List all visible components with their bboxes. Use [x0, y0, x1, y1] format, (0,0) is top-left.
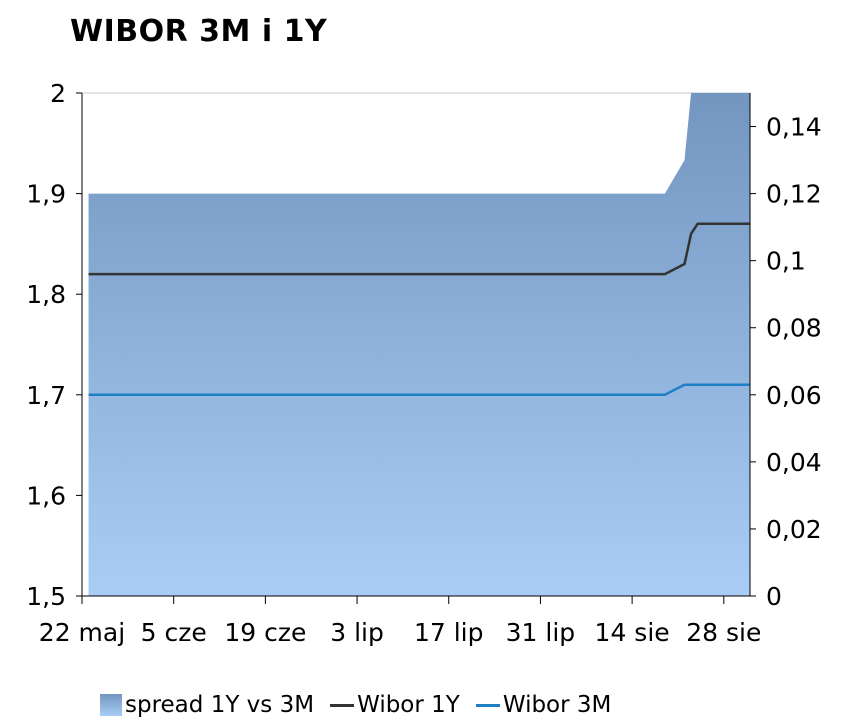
x-tick-label: 28 sie [686, 618, 761, 647]
line-layer [88, 222, 750, 397]
y-left-tick-label: 1,5 [26, 582, 66, 611]
y-right-tick-label: 0,08 [766, 314, 822, 343]
x-tick-label: 3 lip [330, 618, 384, 647]
y-right-tick-label: 0,14 [766, 113, 822, 142]
x-tick-label: 14 sie [595, 618, 670, 647]
x-tick-label: 5 cze [141, 618, 207, 647]
legend: spread 1Y vs 3M Wibor 1Y Wibor 3M [100, 690, 627, 720]
legend-label-spread: spread 1Y vs 3M [125, 692, 315, 718]
y-left-tick-label: 2 [50, 79, 66, 108]
x-tick-label: 17 lip [414, 618, 484, 647]
y-right-tick-label: 0 [766, 582, 782, 611]
area-layer [88, 93, 751, 596]
x-tick-label: 31 lip [506, 618, 576, 647]
chart-title: WIBOR 3M i 1Y [70, 14, 328, 49]
legend-label-wibor-3m: Wibor 3M [502, 692, 612, 718]
x-tick-label: 19 cze [224, 618, 306, 647]
y-left-tick-label: 1,6 [26, 481, 66, 510]
y-right-tick-label: 0,02 [766, 515, 822, 544]
y-left-tick-label: 1,9 [26, 180, 66, 209]
chart-plot: 1,5 1,6 1,7 1,8 1,9 2 0 0,02 0,04 0,06 0,08 0,1 0,12… [26, 79, 821, 647]
y-right-tick-label: 0,06 [766, 381, 822, 410]
y-left-tick-label: 1,7 [26, 381, 66, 410]
legend-item-spread: spread 1Y vs 3M [100, 692, 314, 718]
y-right-tick-label: 0,12 [766, 180, 822, 209]
series-line-wibor-3m [88, 383, 750, 397]
y-right-tick-label: 0,1 [766, 247, 806, 276]
series-spread-area [88, 93, 751, 596]
y-right-tick-label: 0,04 [766, 448, 822, 477]
legend-swatch-wibor-3m [475, 703, 500, 707]
series-line-wibor-1y [88, 222, 750, 276]
legend-label-wibor-1y: Wibor 1Y [357, 692, 460, 718]
label-layer: 1,5 1,6 1,7 1,8 1,9 2 0 0,02 0,04 0,06 0,08 0,1 0,12… [26, 79, 821, 647]
x-tick-label: 22 maj [39, 618, 125, 647]
legend-item-wibor-1y: Wibor 1Y [330, 692, 460, 718]
axis-layer [76, 92, 756, 604]
y-left-tick-label: 1,8 [26, 280, 66, 309]
legend-swatch-wibor-1y [330, 703, 355, 707]
legend-item-wibor-3m: Wibor 3M [475, 692, 612, 718]
legend-swatch-spread [100, 694, 122, 716]
